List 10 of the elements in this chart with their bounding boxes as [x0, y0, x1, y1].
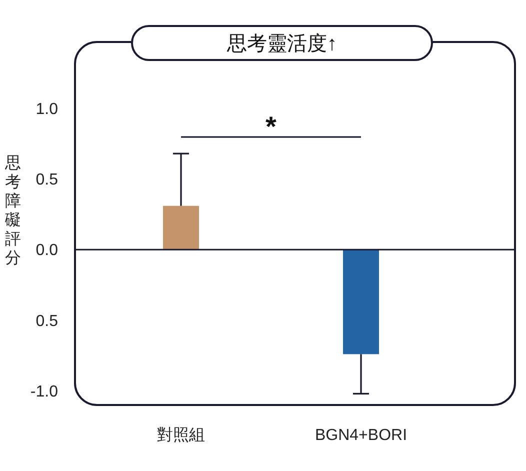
y-axis-title: 思考障礙評分 [4, 155, 21, 267]
annotation: * [266, 111, 277, 142]
y-tick-label: 0.5 [36, 312, 58, 330]
y-tick-label: 1.0 [36, 100, 58, 118]
y-tick-label: -1.0 [30, 383, 58, 400]
y-tick-label: 0.5 [36, 172, 58, 189]
x-tick-label: BGN4+BORI [314, 427, 408, 444]
chart-title: 思考靈活度↑ [226, 33, 337, 55]
y-tick-label: 0.0 [36, 242, 58, 260]
x-tick-label: 對照組 [157, 426, 205, 444]
